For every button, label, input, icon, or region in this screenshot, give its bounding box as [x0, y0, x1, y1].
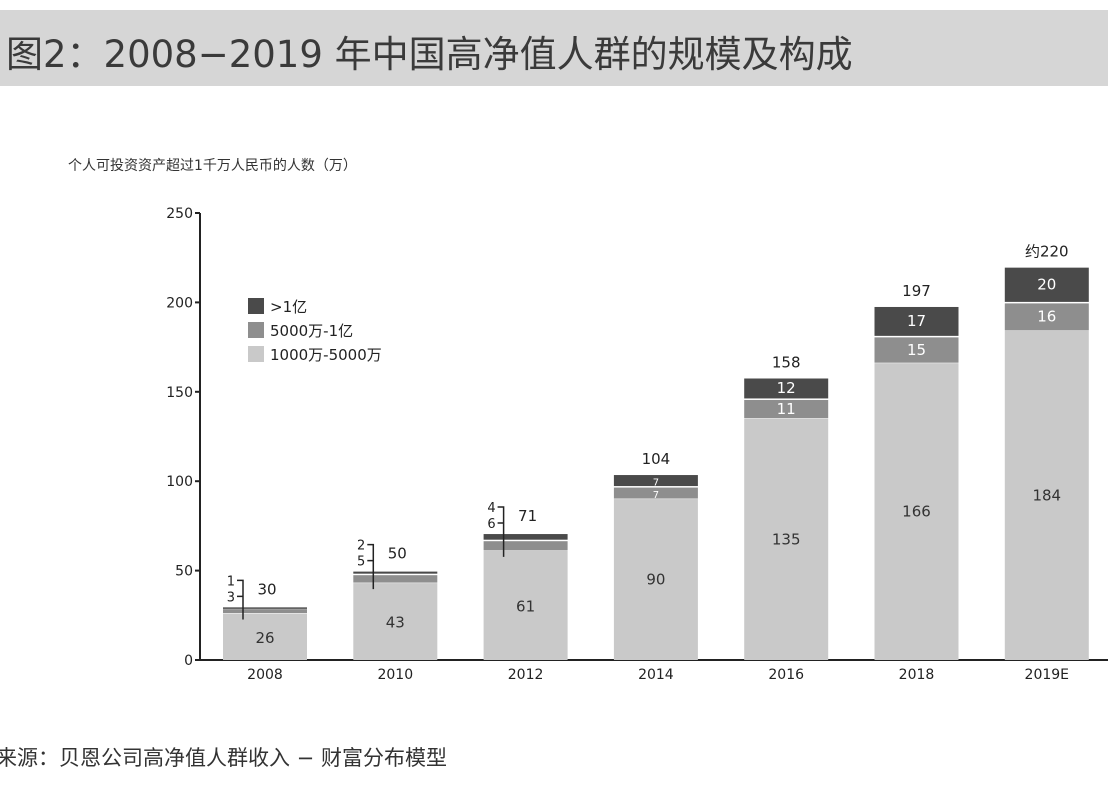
total-label: 30 — [257, 580, 276, 598]
bar-segment — [874, 306, 959, 336]
data-label: 166 — [902, 503, 931, 521]
data-label: 3 — [227, 590, 235, 605]
data-label: 16 — [1037, 308, 1056, 326]
data-label: 184 — [1032, 487, 1061, 505]
x-tick-label: 2010 — [377, 667, 413, 683]
total-label: 104 — [642, 450, 671, 468]
bar-segment — [353, 575, 438, 583]
data-label: 5 — [357, 555, 365, 570]
x-tick-label: 2014 — [638, 667, 674, 683]
bar-segment — [744, 399, 829, 419]
bar-segment — [1004, 303, 1089, 331]
data-label: 61 — [516, 597, 535, 615]
bar-segment — [483, 550, 568, 660]
x-tick-label: 2018 — [899, 667, 935, 683]
data-label: 6 — [487, 517, 495, 532]
bar-segment — [744, 378, 829, 399]
y-tick-label: 50 — [175, 564, 193, 580]
source-note: 来源：贝恩公司高净值人群收入 − 财富分布模型 — [0, 746, 447, 770]
bar-segment — [874, 363, 959, 660]
bar-segment — [223, 607, 307, 609]
bar-segment — [483, 541, 568, 551]
legend-swatch — [248, 298, 264, 314]
bar-segment — [483, 534, 568, 540]
y-tick-label: 150 — [166, 385, 193, 401]
data-label: 15 — [907, 341, 926, 359]
data-label: 12 — [777, 379, 796, 397]
bar-segment — [353, 583, 438, 660]
bar-segment — [1004, 267, 1089, 302]
data-label: 17 — [907, 312, 926, 330]
y-tick-label: 200 — [166, 295, 193, 311]
legend-swatch — [248, 322, 264, 338]
y-tick-label: 250 — [166, 206, 193, 222]
bar-segment — [613, 499, 698, 660]
x-tick-label: 2008 — [247, 667, 283, 683]
bar-segment — [613, 475, 698, 487]
data-label: 4 — [487, 501, 495, 516]
total-label: 197 — [902, 282, 931, 300]
legend-label: >1亿 — [270, 298, 307, 316]
data-label: 7 — [653, 490, 659, 501]
data-label: 20 — [1037, 276, 1056, 294]
legend-label: 5000万-1亿 — [270, 322, 353, 340]
legend-swatch — [248, 346, 264, 362]
total-label: 50 — [388, 545, 407, 563]
callout-bracket — [497, 506, 505, 557]
bar-segment — [223, 609, 307, 614]
x-tick-label: 2012 — [508, 667, 544, 683]
data-label: 90 — [646, 571, 665, 589]
callout-bracket — [237, 579, 244, 620]
total-label: 71 — [518, 507, 537, 525]
data-label: 2 — [357, 539, 365, 554]
total-label: 158 — [772, 353, 801, 371]
y-tick-label: 100 — [166, 474, 193, 490]
data-label: 26 — [255, 629, 274, 647]
data-label: 135 — [772, 530, 801, 548]
total-label: 约220 — [1025, 243, 1069, 261]
data-label: 7 — [653, 477, 659, 488]
callout-bracket — [367, 543, 375, 590]
legend-label: 1000万-5000万 — [270, 346, 382, 364]
bar-segment — [223, 613, 307, 660]
x-tick-label: 2016 — [768, 667, 804, 683]
header-band: 图2：2008−2019 年中国高净值人群的规模及构成 — [0, 10, 1108, 86]
data-label: 43 — [386, 614, 405, 632]
bar-segment — [874, 337, 959, 363]
y-axis-label: 个人可投资资产超过1千万人民币的人数（万） — [68, 158, 357, 174]
page-title: 图2：2008−2019 年中国高净值人群的规模及构成 — [6, 33, 853, 76]
bar-segment — [744, 418, 829, 660]
x-tick-label: 2019E — [1025, 667, 1069, 683]
data-label: 1 — [227, 574, 235, 589]
data-label: 11 — [777, 400, 796, 418]
y-tick-label: 0 — [184, 653, 193, 669]
bar-segment — [613, 487, 698, 499]
bar-segment — [1004, 331, 1089, 660]
bar-segment — [353, 571, 438, 574]
